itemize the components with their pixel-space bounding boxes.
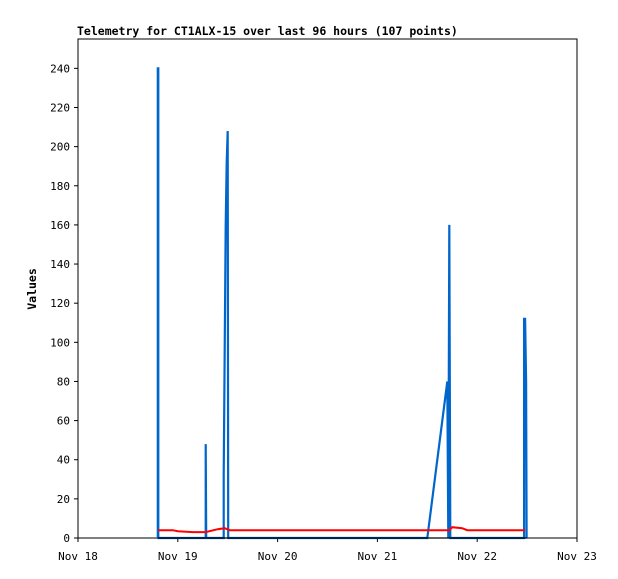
y-tick-label: 200	[50, 141, 70, 154]
y-tick-label: 120	[50, 297, 70, 310]
series-layer	[156, 67, 528, 540]
x-tick-label: Nov 23	[557, 550, 597, 563]
y-tick-label: 40	[57, 454, 70, 467]
y-tick-label: 0	[63, 532, 70, 545]
y-tick-label: 240	[50, 62, 70, 75]
plot-area	[77, 38, 578, 539]
y-tick-label: 140	[50, 258, 70, 271]
series-line-1	[157, 526, 526, 534]
y-tick-label: 60	[57, 415, 70, 428]
y-axis: 0 20 40 60 80 100 120 140 160 180 200 220 240	[50, 62, 78, 545]
y-tick-label: 180	[50, 180, 70, 193]
x-tick-label: Nov 21	[358, 550, 398, 563]
chart-title: Telemetry for CT1ALX-15 over last 96 hou…	[77, 24, 458, 38]
y-tick-label: 20	[57, 493, 70, 506]
y-tick-label: 220	[50, 101, 70, 114]
x-tick-label: Nov 20	[258, 550, 298, 563]
y-tick-label: 100	[50, 336, 70, 349]
y-tick-label: 160	[50, 219, 70, 232]
x-axis: Nov 18 Nov 19 Nov 20 Nov 21 Nov 22 Nov 23	[58, 538, 597, 563]
y-axis-label: Values	[25, 268, 39, 310]
y-tick-label: 80	[57, 375, 70, 388]
x-tick-label: Nov 22	[457, 550, 497, 563]
x-tick-label: Nov 18	[58, 550, 98, 563]
x-tick-label: Nov 19	[158, 550, 198, 563]
